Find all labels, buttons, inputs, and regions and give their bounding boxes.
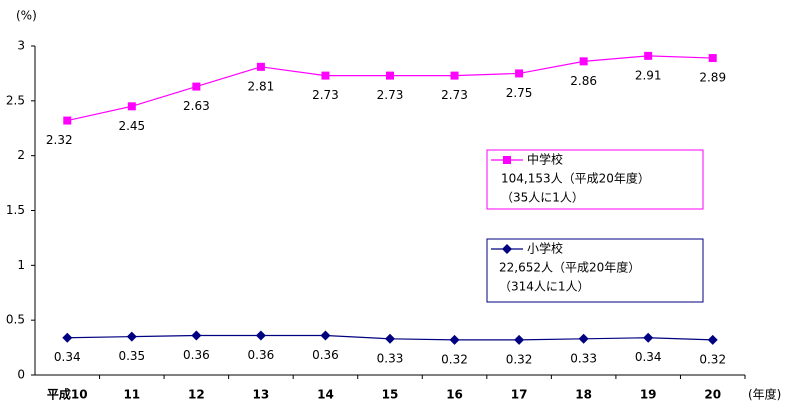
data-label: 0.36 [312, 348, 339, 362]
data-label: 2.81 [248, 79, 275, 93]
data-label: 2.89 [699, 71, 726, 85]
y-tick-label: 2.5 [6, 93, 25, 107]
y-tick-label: 0 [17, 368, 25, 382]
data-point [643, 332, 654, 343]
legend-note: 104,153人（平成20年度） [501, 171, 650, 186]
x-axis-label: (年度) [748, 387, 781, 402]
x-tick-label: 平成10 [47, 387, 88, 402]
legend-note: 22,652人（平成20年度） [499, 260, 640, 275]
data-label: 2.63 [183, 99, 210, 113]
data-point [644, 51, 653, 60]
data-label: 0.33 [570, 351, 597, 365]
legend-marker [502, 244, 512, 254]
data-label: 2.73 [312, 88, 339, 102]
data-point [320, 330, 331, 341]
data-label: 2.32 [46, 133, 73, 147]
legend-note: （35人に1人） [501, 191, 584, 205]
data-point [127, 102, 136, 111]
x-tick-label: 14 [317, 388, 334, 402]
x-tick-label: 16 [446, 388, 463, 402]
data-point [449, 334, 460, 345]
data-point [62, 332, 73, 343]
legend-note: （314人に1人） [499, 280, 590, 294]
y-axis-label: (%) [16, 9, 37, 23]
data-label: 0.35 [118, 349, 145, 363]
data-point [386, 71, 394, 80]
legend-label: 中学校 [527, 152, 563, 167]
y-tick-label: 1 [17, 258, 25, 272]
data-label: 0.34 [54, 350, 81, 364]
x-tick-label: 19 [640, 388, 657, 402]
data-point [192, 82, 201, 91]
data-point [321, 71, 330, 80]
data-label: 0.36 [183, 348, 210, 362]
data-point [126, 331, 137, 342]
data-point [579, 57, 588, 66]
x-tick-label: 12 [188, 388, 205, 402]
data-label: 2.75 [506, 86, 533, 100]
data-point [63, 116, 72, 125]
x-tick-label: 15 [382, 388, 399, 402]
data-point [578, 333, 589, 344]
data-label: 0.32 [699, 352, 726, 366]
y-tick-label: 3 [17, 39, 25, 53]
x-tick-label: 20 [704, 388, 721, 402]
data-label: 0.33 [377, 351, 404, 365]
data-point [707, 334, 718, 345]
data-label: 0.32 [441, 352, 468, 366]
legend-label: 小学校 [527, 241, 563, 256]
data-point [191, 330, 202, 341]
y-tick-label: 1.5 [6, 203, 25, 217]
x-tick-label: 11 [123, 388, 140, 402]
data-point [256, 62, 265, 71]
data-point [385, 333, 395, 344]
legend-marker [503, 156, 511, 164]
data-point [515, 69, 524, 78]
data-point [255, 330, 266, 341]
data-label: 2.73 [377, 88, 404, 102]
data-label: 0.34 [635, 350, 662, 364]
data-label: 2.86 [570, 74, 597, 88]
y-tick-label: 2 [17, 148, 25, 162]
x-tick-label: 13 [253, 388, 270, 402]
y-tick-label: 0.5 [6, 313, 25, 327]
data-label: 2.73 [441, 88, 468, 102]
data-point [450, 71, 459, 80]
data-label: 0.32 [506, 352, 533, 366]
data-point [514, 334, 525, 345]
data-point [708, 54, 717, 63]
data-label: 0.36 [248, 348, 275, 362]
x-tick-label: 17 [511, 388, 528, 402]
data-label: 2.91 [635, 68, 662, 82]
data-label: 2.45 [118, 119, 145, 133]
x-tick-label: 18 [575, 388, 592, 402]
